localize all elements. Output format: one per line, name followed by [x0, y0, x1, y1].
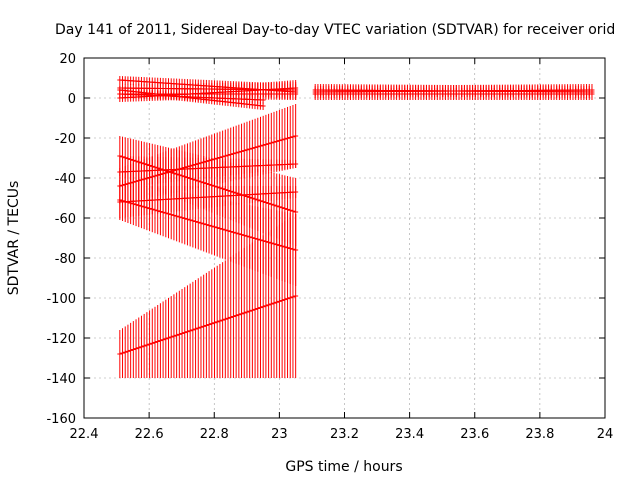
x-tick-label: 23.2: [330, 427, 359, 442]
axis-ticks: 22.4 22.6 22.8 23 23.2 23.4 23.6 23.8 24 -160 -140…: [46, 52, 613, 442]
series-line: [119, 163, 296, 173]
x-tick-label: 23.8: [525, 427, 554, 442]
y-tick-label: -20: [55, 132, 76, 147]
series-line: [315, 89, 592, 93]
x-tick-label: 22.8: [200, 427, 229, 442]
chart-title: Day 141 of 2011, Sidereal Day-to-day VTE…: [55, 22, 615, 38]
y-tick-label: -60: [55, 212, 76, 227]
series-line: [119, 295, 296, 355]
y-tick-label: -160: [46, 412, 76, 427]
x-tick-label: 23.6: [460, 427, 489, 442]
y-tick-label: 0: [68, 92, 76, 107]
x-tick-label: 22.6: [135, 427, 164, 442]
y-axis-label: SDTVAR / TECUs: [6, 181, 22, 296]
x-tick-label: 22.4: [70, 427, 99, 442]
data-points: [117, 76, 595, 378]
y-tick-label: -120: [46, 332, 76, 347]
series-line: [119, 191, 296, 203]
x-tick-label: 23.4: [395, 427, 424, 442]
x-tick-label: 24: [597, 427, 614, 442]
series-line: [119, 155, 296, 213]
y-tick-label: -80: [55, 252, 76, 267]
x-tick-label: 23: [271, 427, 288, 442]
y-tick-label: 20: [59, 52, 76, 67]
y-tick-label: -140: [46, 372, 76, 387]
x-axis-label: GPS time / hours: [285, 459, 402, 475]
series-line: [119, 135, 296, 187]
grid: [84, 58, 605, 418]
series-line: [119, 199, 296, 251]
y-tick-label: -40: [55, 172, 76, 187]
y-tick-label: -100: [46, 292, 76, 307]
